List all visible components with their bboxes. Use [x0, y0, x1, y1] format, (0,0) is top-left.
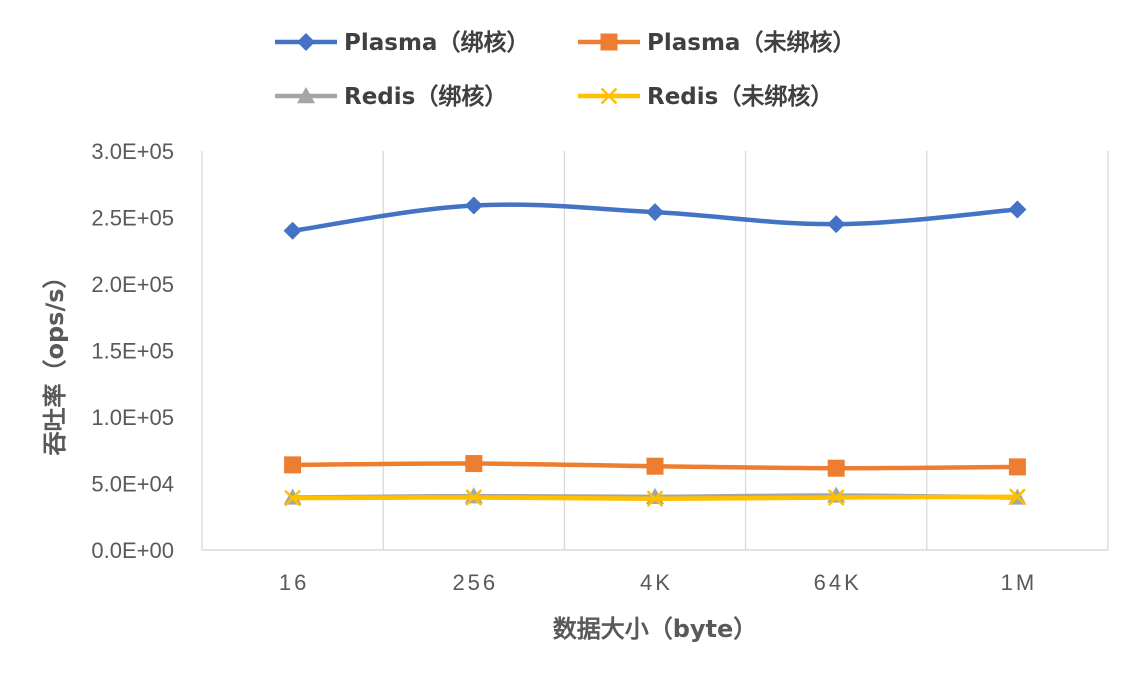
data-point-diamond — [1008, 200, 1027, 219]
y-tick-label: 3.0E+05 — [91, 139, 174, 164]
data-point-diamond — [283, 221, 302, 240]
series-2 — [284, 455, 1026, 477]
data-point-x — [465, 489, 483, 506]
data-point-square — [600, 33, 618, 51]
y-tick-label: 2.0E+05 — [91, 272, 174, 297]
data-point-diamond — [646, 203, 664, 222]
data-point-x — [646, 490, 664, 508]
data-point-x — [600, 87, 618, 105]
y-axis-ticks: 0.0E+00 5.0E+04 1.0E+05 1.5E+05 2.0E+05 2.5E+… — [91, 139, 174, 563]
y-tick-label: 2.5E+05 — [91, 206, 174, 231]
series-1 — [283, 196, 1027, 240]
data-point-x — [827, 489, 845, 506]
y-tick-label: 5.0E+04 — [91, 472, 174, 497]
x-tick-label: 16 — [279, 570, 309, 595]
data-point-diamond — [297, 33, 315, 51]
y-tick-label: 1.0E+05 — [91, 405, 174, 430]
legend: Plasma（绑核） Plasma（未绑核） Redis（绑核） Redis（未绑核） — [275, 29, 855, 110]
legend-entry: Redis（绑核） — [275, 83, 507, 110]
series-lines — [283, 196, 1027, 508]
y-tick-label: 1.5E+05 — [91, 339, 174, 364]
legend-label: Plasma（未绑核） — [647, 29, 855, 56]
data-point-square — [827, 459, 845, 477]
legend-label: Redis（绑核） — [344, 83, 507, 110]
x-tick-label: 256 — [452, 570, 498, 595]
legend-entry: Plasma（未绑核） — [578, 29, 855, 56]
legend-entry: Redis（未绑核） — [578, 83, 833, 110]
data-point-square — [284, 456, 302, 474]
y-tick-label: 0.0E+00 — [91, 538, 174, 563]
x-axis-ticks: 16 256 4K 64K 1M — [279, 570, 1038, 595]
data-point-square — [465, 455, 483, 473]
data-point-diamond — [464, 196, 483, 215]
data-point-square — [1008, 458, 1026, 476]
series-4 — [284, 488, 1026, 508]
data-point-square — [646, 457, 664, 475]
data-point-x — [284, 489, 301, 507]
data-point-diamond — [827, 215, 846, 234]
data-point-x — [1009, 488, 1026, 506]
x-tick-label: 64K — [814, 570, 862, 595]
x-tick-label: 1M — [1001, 570, 1038, 595]
legend-label: Redis（未绑核） — [647, 83, 833, 110]
y-axis-title: 吞吐率（ops/s） — [41, 264, 69, 455]
legend-label: Plasma（绑核） — [344, 29, 529, 56]
legend-entry: Plasma（绑核） — [275, 29, 529, 56]
data-point-triangle — [297, 87, 315, 104]
x-axis-title: 数据大小（byte） — [553, 615, 758, 643]
x-tick-label: 4K — [640, 570, 673, 595]
